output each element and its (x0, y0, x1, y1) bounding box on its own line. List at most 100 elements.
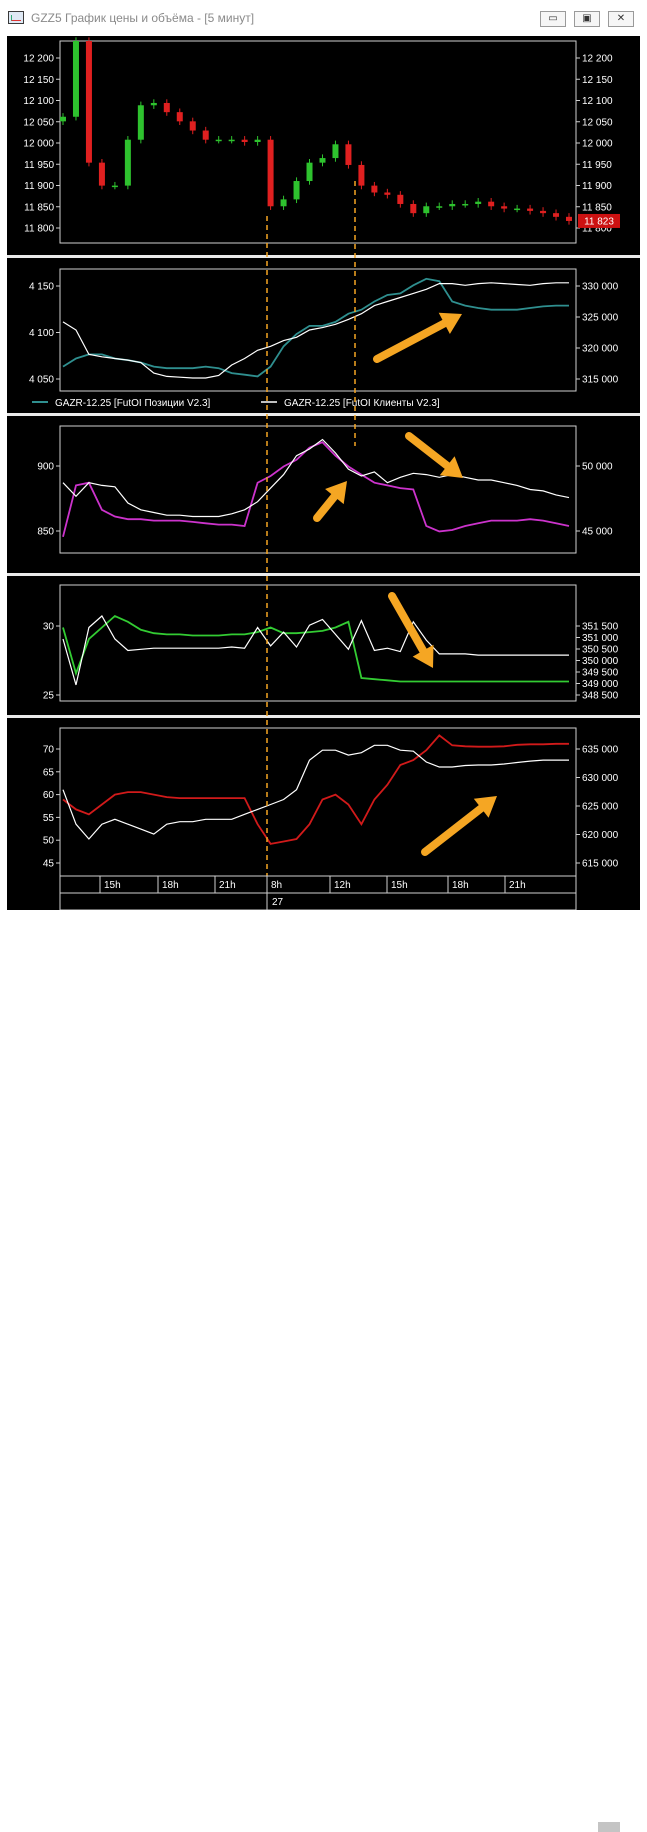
series-line-white (62, 282, 569, 379)
y-axis-right-tick-label: 50 000 (582, 462, 613, 473)
last-price-marker (578, 213, 620, 228)
annotation-arrow-head (439, 456, 463, 478)
candle (423, 206, 430, 214)
horizontal-scrollbar[interactable] (0, 910, 647, 1832)
series-line-white (62, 744, 569, 840)
series-line-white (62, 615, 569, 686)
candle (306, 162, 313, 182)
candle (332, 144, 339, 159)
candle (488, 201, 495, 207)
plot-frame (59, 40, 577, 244)
candle (384, 192, 391, 195)
candle (462, 203, 469, 206)
y-axis-right-tick-label: 348 500 (582, 691, 619, 702)
panel-separator[interactable] (7, 413, 640, 416)
candle (371, 185, 378, 193)
candle (241, 139, 248, 142)
close-button[interactable]: ✕ (608, 11, 634, 27)
chart-canvas[interactable]: 12 200 12 150 12 100 12 050 12 000 11 950 11 9… (7, 36, 640, 910)
candle (527, 208, 534, 211)
y-axis-right-tick-label: 45 000 (582, 527, 613, 538)
candle (267, 139, 274, 207)
window-title: GZZ5 График цены и объёма - [5 минут] (31, 11, 255, 25)
minimize-button[interactable]: ▭ (540, 11, 566, 27)
y-axis-left-tick-label: 12 100 (23, 96, 54, 107)
y-axis-left-tick-label: 55 (43, 813, 55, 824)
y-axis-left-tick-label: 60 (43, 790, 55, 801)
date-axis-label: 27 (272, 897, 284, 908)
series-line-green (62, 614, 569, 683)
candle (150, 102, 157, 106)
y-axis-right-tick-label: 12 000 (582, 139, 613, 150)
y-axis-right-tick-label: 12 050 (582, 117, 613, 128)
y-axis-right-tick-label: 349 500 (582, 668, 619, 679)
y-axis-left-tick-label: 65 (43, 767, 55, 778)
y-axis-left-tick-label: 11 800 (24, 224, 54, 235)
time-axis-tick-label: 8h (271, 880, 282, 891)
close-icon: ✕ (616, 13, 626, 24)
time-axis-tick-label: 18h (162, 880, 179, 891)
y-axis-left-tick-label: 850 (37, 527, 54, 538)
y-axis-left-tick-label: 4 100 (29, 328, 54, 339)
plot-frame (59, 584, 577, 702)
y-axis-left-tick-label: 11 900 (24, 181, 54, 192)
legend-label: GAZR-12.25 [FutOI Позиции V2.3] (55, 398, 211, 409)
annotation-arrow-shaft (405, 432, 452, 470)
y-axis-right-tick-label: 351 000 (582, 633, 619, 644)
time-axis-tick-label: 18h (452, 880, 469, 891)
y-axis-left-tick-label: 12 050 (23, 117, 54, 128)
minimize-icon: ▭ (548, 13, 558, 24)
series-line-red (62, 734, 569, 845)
time-axis-tick-label: 15h (104, 880, 121, 891)
candle (111, 185, 118, 188)
title-bar[interactable]: GZZ5 График цены и объёма - [5 минут] ▭ … (0, 0, 647, 36)
annotation-arrow-shaft (421, 804, 486, 856)
annotation-arrow-head (438, 312, 462, 334)
legend-label: GAZR-12.25 [FutOI Клиенты V2.3] (284, 398, 440, 409)
scrollbar-thumb[interactable] (598, 1822, 620, 1832)
last-price-label: 11 823 (584, 216, 614, 227)
y-axis-right-tick-label: 12 100 (582, 96, 613, 107)
panel-separator[interactable] (7, 255, 640, 258)
candle (501, 206, 508, 209)
plot-frame (59, 425, 577, 554)
candle (345, 144, 352, 165)
chart-area[interactable]: 12 200 12 150 12 100 12 050 12 000 11 950 11 9… (7, 36, 640, 910)
candle (163, 102, 170, 113)
maximize-button[interactable]: ▣ (574, 11, 600, 27)
y-axis-right-tick-label: 351 500 (582, 622, 619, 633)
y-axis-right-tick-label: 625 000 (582, 802, 619, 813)
annotation-arrow-shaft (313, 492, 339, 522)
y-axis-right-tick-label: 12 150 (582, 75, 613, 86)
y-axis-right-tick-label: 349 000 (582, 679, 619, 690)
plot-frame (59, 727, 577, 877)
candle (436, 206, 443, 208)
candle (397, 194, 404, 204)
candle (72, 41, 79, 117)
candle (566, 216, 572, 221)
annotation-arrow-head (325, 481, 347, 505)
candle (202, 130, 209, 140)
annotation-arrow-head (412, 644, 434, 668)
candle (449, 203, 456, 207)
annotation-arrow-shaft (388, 592, 428, 655)
series-line-magenta (62, 441, 570, 538)
y-axis-left-tick-label: 30 (43, 622, 55, 633)
y-axis-right-tick-label: 350 500 (582, 645, 619, 656)
y-axis-right-tick-label: 615 000 (582, 859, 619, 870)
candle (228, 139, 235, 142)
y-axis-left-tick-label: 70 (43, 745, 55, 756)
candle (514, 208, 521, 211)
series-line-white (62, 438, 570, 518)
y-axis-left-tick-label: 11 850 (24, 202, 54, 213)
candle (215, 139, 222, 142)
candle (189, 121, 196, 131)
time-axis-tick-label: 21h (219, 880, 236, 891)
panel-separator[interactable] (7, 573, 640, 576)
panel-separator[interactable] (7, 715, 640, 718)
y-axis-left-tick-label: 4 050 (29, 375, 54, 386)
time-axis-tick-label: 12h (334, 880, 351, 891)
y-axis-right-tick-label: 11 900 (582, 181, 612, 192)
y-axis-left-tick-label: 12 200 (23, 54, 54, 65)
candle (280, 199, 287, 207)
